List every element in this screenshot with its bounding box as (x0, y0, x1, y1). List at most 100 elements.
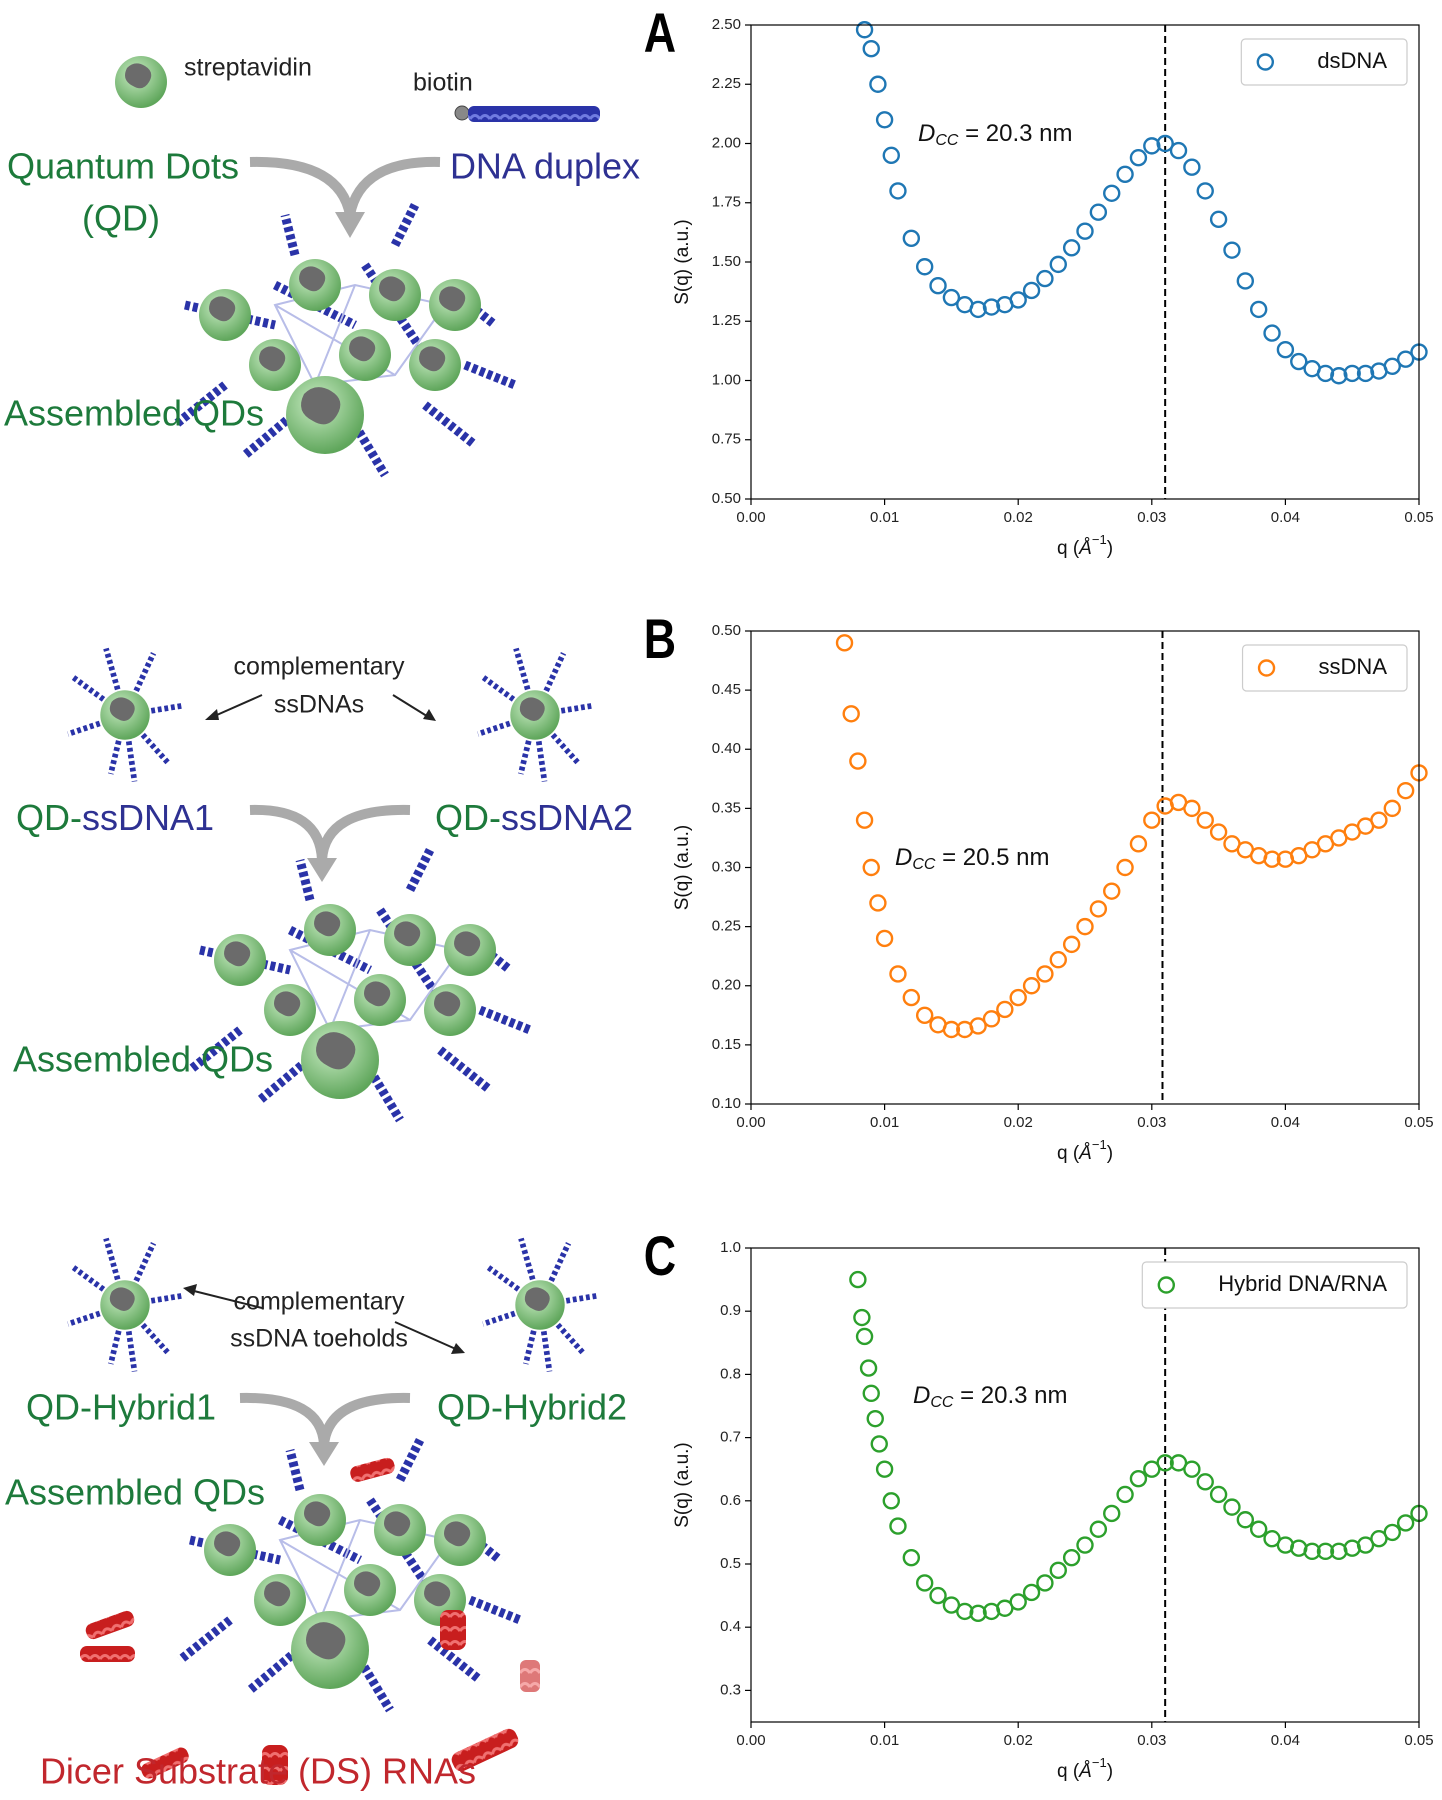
data-point (1290, 352, 1308, 371)
data-point (902, 1548, 921, 1567)
data-point (889, 965, 907, 983)
label: Dicer Substrate (DS) RNAs (40, 1751, 476, 1792)
x-tick-label: 0.02 (1004, 1732, 1033, 1749)
label: Assembled QDs (5, 1472, 265, 1513)
data-point (882, 146, 900, 165)
x-tick-label: 0.05 (1404, 509, 1433, 526)
data-point (866, 1409, 884, 1428)
data-point (1049, 255, 1067, 274)
data-point (835, 634, 854, 652)
y-tick-label: 0.3 (720, 1681, 741, 1698)
x-axis-label-part: ) (1107, 1761, 1113, 1782)
x-tick-label: 0.04 (1271, 1732, 1300, 1749)
x-axis-label-part: −1 (1092, 1755, 1107, 1770)
data-point (862, 1384, 880, 1403)
label-part: QD- (16, 797, 82, 838)
data-point (849, 1270, 867, 1289)
x-tick-label: 0.04 (1271, 509, 1300, 526)
data-point (929, 277, 947, 295)
data-point (1276, 340, 1295, 359)
data-point (1129, 835, 1148, 853)
y-tick-label: 1.00 (712, 371, 741, 388)
data-point (889, 182, 907, 200)
data-point (902, 229, 921, 248)
data-point (1062, 239, 1081, 257)
x-tick-label: 0.05 (1404, 1114, 1433, 1131)
data-point (855, 1327, 874, 1346)
data-point (1183, 158, 1201, 176)
x-axis-label-part: q ( (1057, 1143, 1080, 1164)
data-point (929, 1586, 947, 1605)
y-axis-label: S(q) (a.u.) (672, 825, 693, 911)
data-point (875, 1460, 894, 1478)
legend-label: Hybrid DNA/RNA (1218, 1271, 1387, 1296)
data-point (1209, 210, 1228, 229)
x-tick-label: 0.01 (870, 1114, 899, 1131)
y-tick-label: 0.9 (720, 1302, 741, 1319)
plot-frame (750, 24, 1420, 500)
data-point (849, 752, 867, 770)
annotation-part: CC (935, 132, 959, 149)
x-axis-label-part: ) (1107, 538, 1113, 559)
data-point (875, 111, 894, 129)
y-tick-label: 2.25 (712, 75, 741, 92)
x-axis-label: q (Å−1) (1057, 1755, 1113, 1782)
y-tick-label: 0.50 (712, 490, 741, 507)
y-tick-label: 0.8 (720, 1365, 741, 1382)
data-point (1089, 900, 1108, 918)
data-point (1062, 1548, 1081, 1567)
data-point (1223, 1498, 1241, 1516)
label: (QD) (82, 198, 160, 239)
data-point (1383, 1523, 1401, 1542)
illustration (68, 56, 600, 1785)
data-point (1009, 1593, 1027, 1611)
data-point (1209, 1485, 1228, 1504)
label: QD-Hybrid1 (26, 1387, 216, 1428)
label: complementary (234, 653, 405, 681)
legend-marker (1256, 53, 1275, 71)
label: ssDNAs (274, 691, 364, 719)
y-tick-label: 0.15 (712, 1036, 741, 1053)
annotation-part: D (918, 120, 935, 147)
data-point (1156, 134, 1174, 153)
data-point (869, 75, 887, 93)
label: complementary (234, 1288, 405, 1316)
data-point (1049, 1561, 1067, 1580)
data-point (859, 1359, 878, 1377)
data-point (1156, 1454, 1174, 1472)
annotation-part: = 20.3 nm (958, 120, 1072, 147)
y-tick-label: 0.10 (712, 1095, 741, 1112)
data-point (842, 705, 860, 723)
annotation-part: CC (912, 856, 936, 873)
data-point (915, 1574, 934, 1592)
data-point (1076, 1536, 1094, 1554)
y-tick-label: 0.50 (712, 622, 741, 639)
y-tick-label: 1.75 (712, 194, 741, 211)
label: Quantum Dots (7, 146, 239, 187)
data-point (1263, 324, 1281, 342)
y-axis-label: S(q) (a.u.) (672, 219, 693, 305)
data-point (1183, 1460, 1201, 1478)
data-point (1396, 350, 1415, 368)
x-axis-label-part: Å (1078, 1143, 1092, 1164)
data-point (862, 858, 880, 877)
data-point (915, 258, 934, 276)
data-point (1169, 141, 1188, 160)
annotation-part: = 20.5 nm (935, 844, 1049, 871)
plot-frame (750, 1247, 1420, 1723)
y-tick-label: 0.25 (712, 918, 741, 935)
data-point (1062, 935, 1081, 954)
data-point (882, 1492, 900, 1510)
legend-box (1240, 38, 1408, 86)
x-tick-label: 0.02 (1004, 1114, 1033, 1131)
data-point (1196, 811, 1214, 829)
y-tick-label: 0.75 (712, 431, 741, 448)
data-point (969, 1017, 987, 1035)
x-tick-label: 0.00 (736, 1732, 765, 1749)
data-point (869, 894, 887, 912)
data-point (1022, 1583, 1041, 1602)
data-point (853, 1308, 871, 1327)
data-point (1383, 799, 1401, 818)
x-axis-label: q (Å−1) (1057, 532, 1113, 559)
data-point (1316, 1542, 1335, 1561)
